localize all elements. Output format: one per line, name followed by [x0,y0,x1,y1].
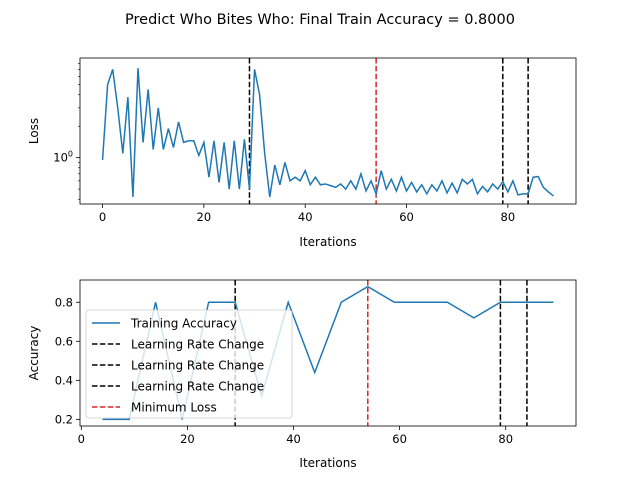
loss-y-axis: 100 [53,63,80,200]
accuracy-legend: Training Accuracy Learning Rate Change Lea… [85,309,293,419]
loss-panel: 0 20 40 60 80 100 Iterations Loss [27,57,577,249]
x-tick-label: 60 [399,210,414,224]
legend-label-2: Learning Rate Change [131,359,264,373]
accuracy-y-axis-label: Accuracy [27,326,41,381]
x-tick-label: 20 [197,210,212,224]
x-tick-label: 60 [392,432,407,446]
accuracy-x-axis: 0 20 40 60 80 [78,426,513,446]
x-tick-label: 80 [501,210,516,224]
legend-box [85,309,293,419]
accuracy-plot-frame [79,279,577,427]
legend-label-3: Learning Rate Change [131,380,264,394]
loss-plot-area [80,58,576,204]
y-tick-label: 0.4 [55,373,73,387]
accuracy-y-axis: 0.2 0.4 0.6 0.8 [55,295,80,426]
accuracy-panel: 0 20 40 60 80 0.2 0.4 0.6 0.8 Iterations Accura… [27,279,577,470]
y-tick-label: 100 [53,150,73,165]
x-tick-label: 40 [286,432,301,446]
loss-plot-frame [79,57,577,205]
loss-y-axis-label: Loss [27,118,41,144]
loss-series-line [101,68,554,198]
x-tick-label: 20 [180,432,195,446]
y-tick-label: 0.2 [55,412,73,426]
legend-label-1: Learning Rate Change [131,338,264,352]
legend-label-0: Training Accuracy [130,317,237,331]
y-tick-label: 0.8 [55,295,73,309]
x-tick-label: 80 [498,432,513,446]
figure-title: Predict Who Bites Who: Final Train Accur… [125,12,515,28]
x-tick-label: 40 [298,210,313,224]
x-tick-label: 0 [78,432,85,446]
loss-x-axis: 0 20 40 60 80 [99,204,515,224]
x-tick-label: 0 [99,210,106,224]
legend-label-4: Minimum Loss [131,401,217,415]
accuracy-x-axis-label: Iterations [299,456,356,470]
y-tick-label: 0.6 [55,334,73,348]
loss-x-axis-label: Iterations [299,235,356,249]
